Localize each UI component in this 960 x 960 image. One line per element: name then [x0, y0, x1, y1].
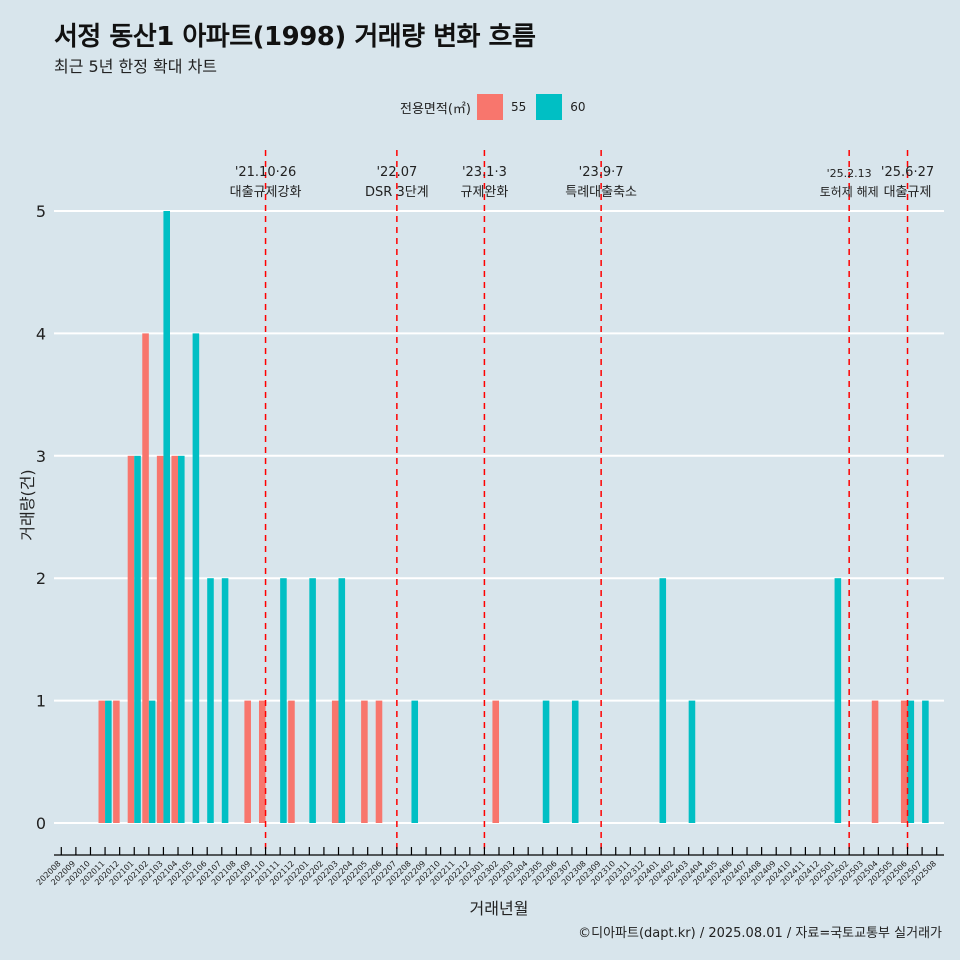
y-tick-label: 1 [36, 692, 46, 711]
bar-55-202101 [127, 455, 135, 823]
bar-60-202401 [659, 578, 667, 823]
event-name-label: 특례대출축소 [565, 185, 637, 200]
event-name-label: DSR 3단계 [365, 185, 429, 200]
bar-55-202205 [361, 700, 368, 823]
event-date-label: '23.9·7 [579, 165, 624, 180]
bar-60-202011 [105, 700, 112, 823]
y-tick-label: 0 [36, 814, 46, 833]
bar-60-202403 [688, 700, 696, 823]
event-date-label: '25.2.13 [827, 167, 872, 180]
legend-label-60: 60 [570, 100, 586, 114]
legend-key-55 [476, 94, 503, 120]
bar-55-202110 [258, 700, 266, 823]
event-date-label: '25.6·27 [881, 165, 934, 180]
bar-55-202109 [244, 700, 251, 823]
y-axis-title: 거래량(건) [18, 469, 37, 540]
bar-60-202103 [163, 211, 170, 823]
event-date-label: '23.1·3 [462, 165, 507, 180]
bar-60-202102 [148, 700, 156, 823]
legend-label-55: 55 [510, 100, 527, 114]
bar-55-202103 [156, 455, 164, 823]
bar-55-202102 [142, 333, 149, 823]
bar-60-202111 [280, 578, 287, 823]
y-tick-label: 5 [36, 202, 46, 221]
event-date-label: '21.10·26 [235, 165, 296, 180]
bar-60-202506 [907, 700, 915, 823]
bar-60-202305 [542, 700, 550, 823]
bar-60-202201 [309, 578, 316, 823]
y-tick-label: 4 [36, 324, 46, 343]
legend-key-60 [536, 94, 563, 120]
y-tick-label: 3 [36, 447, 46, 466]
event-name-label: 토허제 해제 [820, 185, 879, 199]
bar-60-202501 [834, 578, 842, 823]
chart-subtitle: 최근 5년 한정 확대 차트 [54, 57, 218, 76]
bar-55-202504 [871, 700, 879, 823]
event-name-label: 규제완화 [460, 185, 508, 200]
chart-title: 서정 동산1 아파트(1998) 거래량 변화 흐름 [54, 22, 536, 52]
legend: 전용면적(㎡) 55 60 [400, 93, 590, 121]
x-axis-title: 거래년월 [470, 899, 529, 918]
caption: ©디아파트(dapt.kr) / 2025.08.01 / 자료=국토교통부 실… [578, 926, 942, 941]
event-name-label: 대출규제 [884, 185, 932, 200]
bar-60-202101 [134, 455, 141, 823]
bar-55-202506 [900, 700, 908, 823]
bar-55-202112 [288, 700, 295, 823]
bar-55-202104 [171, 455, 179, 823]
bar-60-202507 [922, 700, 929, 823]
bar-55-202206 [375, 700, 383, 823]
y-tick-label: 2 [36, 569, 46, 588]
bar-55-202302 [492, 700, 499, 823]
bar-60-202203 [338, 578, 346, 823]
bar-60-202307 [571, 700, 579, 823]
bar-60-202105 [192, 333, 200, 823]
event-date-label: '22.07 [376, 165, 417, 180]
bar-60-202106 [207, 578, 214, 823]
bar-55-202203 [331, 700, 339, 823]
bar-60-202208 [411, 700, 419, 823]
legend-title: 전용면적(㎡) [400, 101, 471, 117]
bar-55-202011 [98, 700, 106, 823]
event-name-label: 대출규제강화 [230, 185, 302, 200]
bar-60-202104 [178, 455, 185, 823]
bar-55-202012 [113, 700, 120, 823]
bar-60-202107 [221, 578, 229, 823]
